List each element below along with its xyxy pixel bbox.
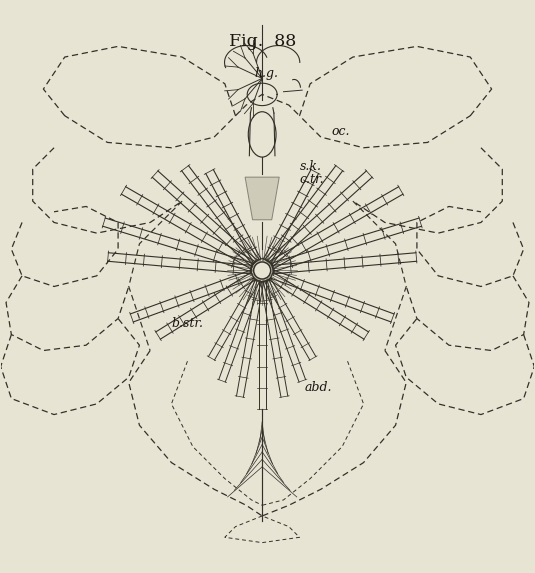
Polygon shape	[245, 177, 279, 220]
Circle shape	[254, 262, 271, 279]
Text: h.g.: h.g.	[254, 66, 278, 80]
Text: oc.: oc.	[332, 125, 350, 138]
Text: b.str.: b.str.	[171, 317, 203, 331]
Text: s.k.: s.k.	[300, 160, 322, 173]
Text: c.tr.: c.tr.	[300, 173, 324, 186]
Text: abd.: abd.	[305, 382, 332, 394]
Text: Fig.  88: Fig. 88	[228, 33, 296, 50]
